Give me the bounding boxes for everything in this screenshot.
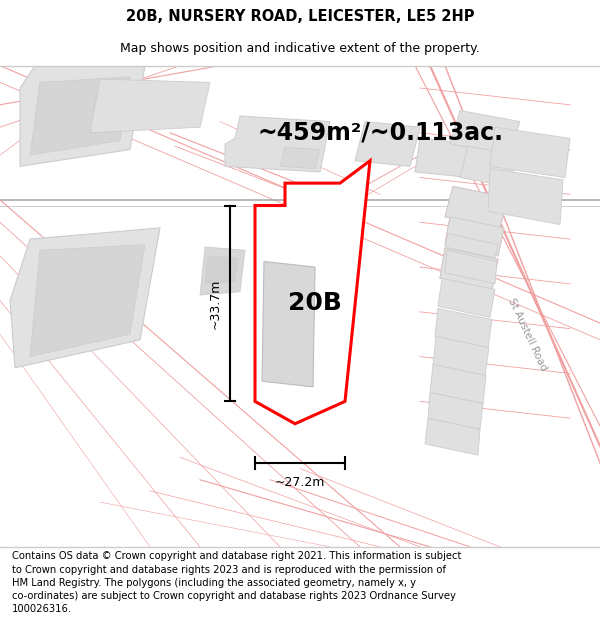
Polygon shape (90, 79, 210, 132)
Polygon shape (280, 148, 320, 169)
Text: St Austell Road: St Austell Road (506, 296, 548, 372)
Polygon shape (445, 217, 504, 256)
Polygon shape (445, 186, 508, 228)
Text: ~33.7m: ~33.7m (209, 278, 222, 329)
Polygon shape (355, 122, 420, 166)
Polygon shape (490, 127, 570, 178)
Polygon shape (205, 256, 238, 284)
Polygon shape (10, 228, 160, 368)
Polygon shape (430, 364, 486, 404)
Polygon shape (30, 245, 145, 357)
Polygon shape (415, 138, 475, 178)
Polygon shape (445, 234, 498, 258)
Polygon shape (450, 111, 520, 155)
Text: Map shows position and indicative extent of the property.: Map shows position and indicative extent… (120, 42, 480, 54)
Text: ~459m²/~0.113ac.: ~459m²/~0.113ac. (257, 121, 503, 145)
Text: Contains OS data © Crown copyright and database right 2021. This information is : Contains OS data © Crown copyright and d… (12, 551, 461, 614)
Polygon shape (425, 418, 480, 455)
Polygon shape (488, 169, 563, 224)
Polygon shape (20, 66, 145, 166)
Polygon shape (445, 250, 497, 284)
Polygon shape (255, 161, 370, 424)
Polygon shape (200, 247, 245, 295)
Polygon shape (435, 309, 492, 348)
Text: 20B, NURSERY ROAD, LEICESTER, LE5 2HP: 20B, NURSERY ROAD, LEICESTER, LE5 2HP (126, 9, 474, 24)
Text: ~27.2m: ~27.2m (275, 476, 325, 489)
Polygon shape (438, 278, 495, 318)
Polygon shape (225, 116, 330, 172)
Text: 20B: 20B (288, 291, 342, 315)
Polygon shape (433, 336, 489, 376)
Polygon shape (428, 392, 483, 429)
Polygon shape (262, 261, 315, 387)
Polygon shape (440, 248, 498, 289)
Polygon shape (30, 77, 130, 155)
Polygon shape (460, 146, 518, 186)
